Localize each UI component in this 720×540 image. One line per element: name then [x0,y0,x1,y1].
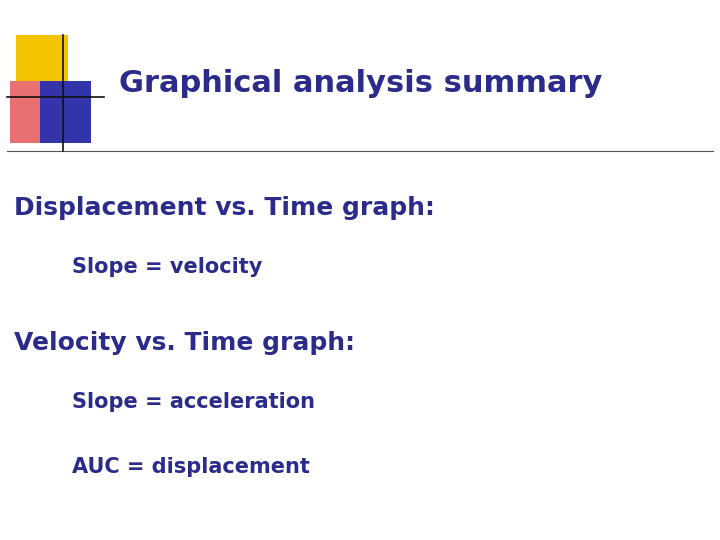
Text: Graphical analysis summary: Graphical analysis summary [119,69,602,98]
Text: Slope = acceleration: Slope = acceleration [72,392,315,413]
Text: Velocity vs. Time graph:: Velocity vs. Time graph: [14,331,356,355]
Text: Displacement vs. Time graph:: Displacement vs. Time graph: [14,196,436,220]
Bar [10,81,62,143]
Text: AUC = displacement: AUC = displacement [72,457,310,477]
Bar [16,35,68,97]
Text: Slope = velocity: Slope = velocity [72,257,262,278]
Bar [40,81,91,143]
